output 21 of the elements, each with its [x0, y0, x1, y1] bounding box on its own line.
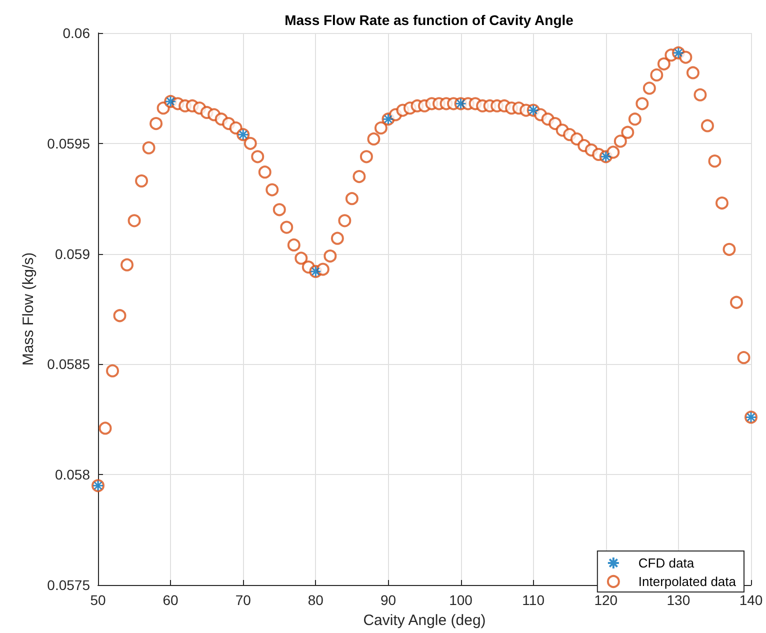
x-tick-label: 60: [162, 592, 179, 608]
y-axis-title: Mass Flow (kg/s): [20, 252, 37, 366]
x-tick-label: 110: [522, 592, 545, 608]
x-axis-title: Cavity Angle (deg): [363, 612, 486, 629]
legend-label: Interpolated data: [638, 574, 737, 589]
y-tick-label: 0.058: [54, 466, 90, 483]
x-tick-label: 50: [90, 592, 106, 608]
y-tick-label: 0.0575: [47, 577, 90, 593]
legend-label: CFD data: [638, 556, 695, 570]
x-tick-label: 120: [594, 592, 618, 608]
x-tick-label: 80: [308, 592, 324, 608]
y-tick-label: 0.0585: [47, 356, 90, 372]
x-tick-label: 100: [449, 592, 473, 608]
y-tick-label: 0.0595: [47, 135, 90, 152]
y-tick-label: 0.06: [62, 25, 90, 41]
x-tick-label: 130: [666, 592, 690, 608]
chart-title: Mass Flow Rate as function of Cavity Angle: [284, 12, 574, 28]
x-tick-label: 70: [235, 592, 252, 608]
x-tick-label: 140: [739, 592, 763, 608]
y-tick-label: 0.059: [54, 246, 90, 262]
x-tick-label: 90: [380, 592, 396, 608]
